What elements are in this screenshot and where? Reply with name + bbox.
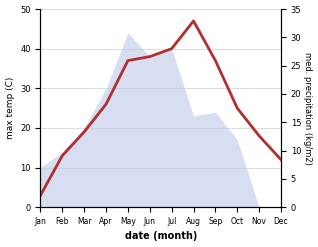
Y-axis label: max temp (C): max temp (C): [5, 77, 15, 139]
X-axis label: date (month): date (month): [125, 231, 197, 242]
Y-axis label: med. precipitation (kg/m2): med. precipitation (kg/m2): [303, 52, 313, 165]
